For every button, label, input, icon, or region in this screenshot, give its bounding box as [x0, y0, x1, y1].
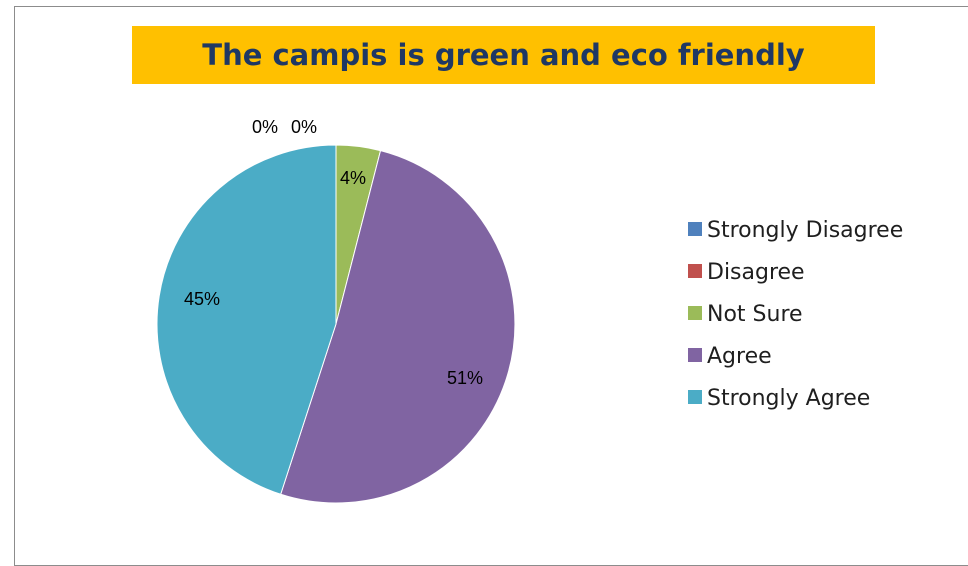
- pie-slice-agree: [280, 150, 516, 504]
- legend-label-not-sure: Not Sure: [707, 302, 803, 327]
- data-label-disagree: 0%: [291, 117, 317, 137]
- chart-title: The campis is green and eco friendly: [202, 38, 805, 72]
- legend-swatch-strongly-disagree: [688, 222, 702, 236]
- data-label-agree: 51%: [447, 368, 483, 388]
- legend-label-disagree: Disagree: [707, 260, 805, 285]
- legend-item-strongly-agree: Strongly Agree: [688, 386, 870, 411]
- legend-item-disagree: Disagree: [688, 260, 805, 285]
- data-labels: 0% 0% 4% 51% 45%: [184, 117, 483, 388]
- legend: Strongly Disagree Disagree Not Sure Agree St…: [688, 218, 903, 411]
- legend-label-strongly-agree: Strongly Agree: [707, 386, 870, 411]
- legend-label-agree: Agree: [707, 344, 772, 369]
- legend-item-strongly-disagree: Strongly Disagree: [688, 218, 903, 243]
- data-label-strongly-disagree: 0%: [252, 117, 278, 137]
- data-label-not-sure: 4%: [340, 168, 366, 188]
- legend-swatch-disagree: [688, 264, 702, 278]
- legend-item-not-sure: Not Sure: [688, 302, 803, 327]
- pie-slices: [156, 144, 516, 504]
- legend-item-agree: Agree: [688, 344, 772, 369]
- chart-title-box: The campis is green and eco friendly: [132, 26, 875, 84]
- data-label-strongly-agree: 45%: [184, 289, 220, 309]
- legend-swatch-strongly-agree: [688, 390, 702, 404]
- legend-swatch-agree: [688, 348, 702, 362]
- legend-label-strongly-disagree: Strongly Disagree: [707, 218, 903, 243]
- legend-swatch-not-sure: [688, 306, 702, 320]
- pie-slice-strongly-agree: [156, 144, 337, 495]
